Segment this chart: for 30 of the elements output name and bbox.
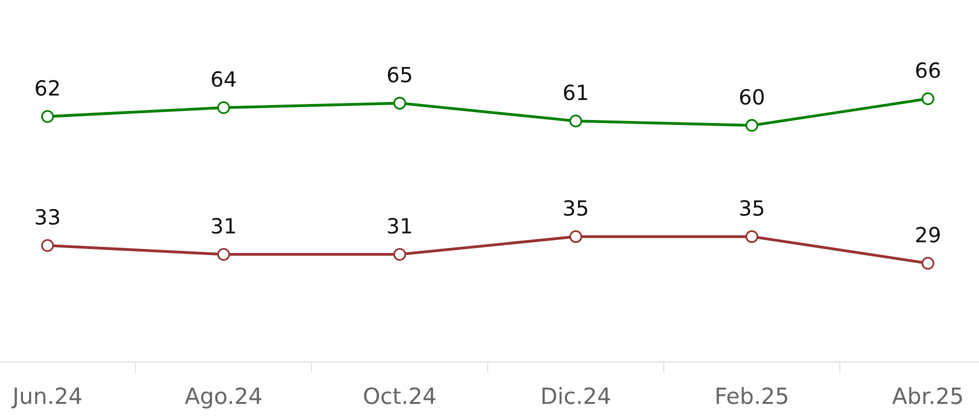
point [922, 256, 934, 270]
point [922, 92, 934, 106]
data-label: 61 [564, 84, 588, 100]
point [569, 230, 582, 243]
point [41, 110, 54, 123]
point [393, 96, 406, 110]
x-tick-label: Feb.25 [716, 387, 788, 404]
data-label: 31 [212, 218, 235, 234]
data-label: 29 [916, 226, 940, 243]
data-label: 35 [564, 200, 588, 216]
point [569, 114, 582, 128]
x-tick-label: Dic.24 [542, 387, 610, 404]
x-tick-label: Ago.24 [184, 387, 262, 409]
point [41, 239, 54, 252]
point [217, 101, 230, 114]
point [393, 248, 406, 261]
data-label: 64 [212, 71, 236, 87]
data-label: 33 [36, 209, 60, 225]
data-label: 66 [916, 62, 940, 78]
data-label: 62 [36, 80, 59, 96]
data-label: 60 [740, 88, 764, 105]
data-label: 65 [388, 66, 412, 82]
data-label: 31 [388, 218, 412, 234]
x-tick-label: Jun.24 [11, 387, 82, 408]
point [745, 119, 758, 132]
point [745, 230, 758, 243]
x-tick-label: Abr.25 [892, 387, 962, 404]
x-tick-label: Oct.24 [364, 387, 436, 404]
point [217, 248, 230, 261]
data-label: 35 [740, 200, 764, 216]
